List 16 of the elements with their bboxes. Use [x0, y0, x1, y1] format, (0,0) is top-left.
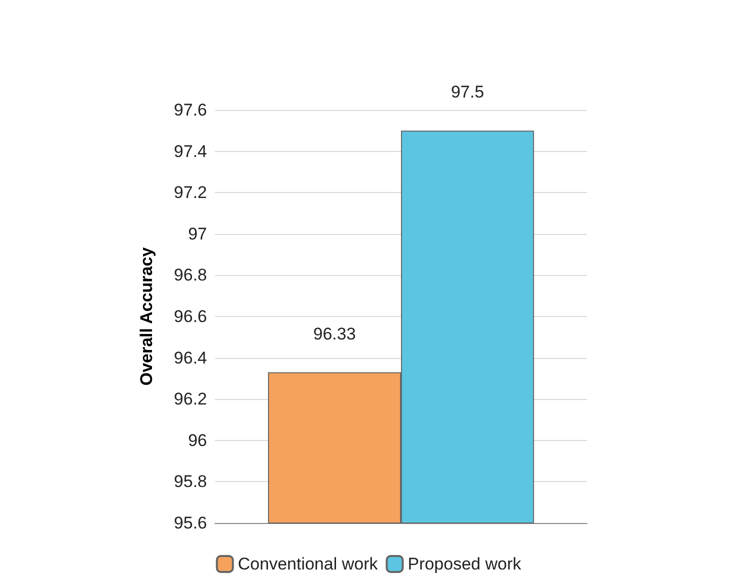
y-tick-label: 97	[188, 224, 207, 244]
y-tick-label: 96	[188, 430, 207, 450]
y-tick-label: 97.4	[174, 142, 207, 161]
legend-label: Proposed work	[408, 554, 522, 574]
y-tick-label: 96.2	[174, 390, 207, 409]
legend-label: Conventional work	[238, 554, 378, 574]
y-tick-label: 95.8	[174, 472, 207, 492]
y-tick-label: 96.4	[174, 348, 207, 368]
data-label: 96.33	[313, 324, 356, 344]
y-axis-title: Overall Accuracy	[137, 246, 156, 386]
y-tick-label: 96.8	[174, 266, 207, 285]
data-label: 97.5	[450, 82, 484, 102]
y-tick-label: 97.6	[174, 100, 207, 120]
y-tick-label: 97.2	[174, 183, 207, 202]
y-tick-label: 96.6	[174, 307, 207, 326]
y-tick-label: 95.6	[174, 514, 207, 532]
